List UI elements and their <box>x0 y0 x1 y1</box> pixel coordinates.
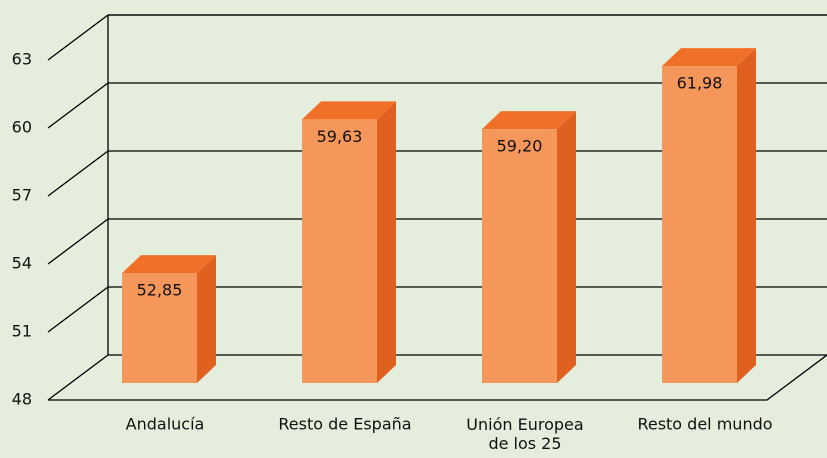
y-tick-label: 51 <box>12 322 32 341</box>
bar <box>662 48 756 384</box>
y-tick-label: 57 <box>12 186 32 205</box>
bar-top <box>662 48 756 67</box>
value-label: 52,85 <box>137 281 183 300</box>
bar-front <box>662 66 737 384</box>
value-label: 59,20 <box>497 137 543 156</box>
bar-top <box>302 101 396 120</box>
tick-diagonal <box>47 150 109 197</box>
bar-front <box>482 129 557 383</box>
x-tick-label: Andalucía <box>126 415 205 434</box>
label-line: de los 25 <box>488 434 561 453</box>
x-tick-label: Resto del mundo <box>637 415 772 434</box>
bar <box>122 255 216 383</box>
label-line: Unión Europea <box>466 415 583 434</box>
x-tick-label: Resto de España <box>278 415 411 434</box>
tick-diagonal <box>47 286 109 333</box>
bar <box>482 111 576 383</box>
bar-front <box>122 273 197 383</box>
tick-diagonal <box>47 82 109 129</box>
y-tick-label: 63 <box>12 50 32 69</box>
bar <box>302 101 396 384</box>
floor-edge <box>48 354 827 401</box>
bar-top <box>122 255 216 274</box>
bar-side <box>197 255 216 383</box>
y-tick-label: 48 <box>12 390 32 409</box>
value-label: 59,63 <box>317 127 363 146</box>
tick-diagonal <box>47 14 109 61</box>
bar-front <box>302 119 377 384</box>
tick-diagonal <box>47 354 109 401</box>
bar-side <box>557 111 576 383</box>
value-label: 61,98 <box>677 74 723 93</box>
tick-diagonal <box>47 218 109 265</box>
x-tick-label: Unión Europea de los 25 <box>466 415 583 453</box>
y-tick-label: 54 <box>12 254 32 273</box>
bar-side <box>377 101 396 384</box>
bar-side <box>737 48 756 384</box>
y-tick-label: 60 <box>12 118 32 137</box>
bar-top <box>482 111 576 130</box>
